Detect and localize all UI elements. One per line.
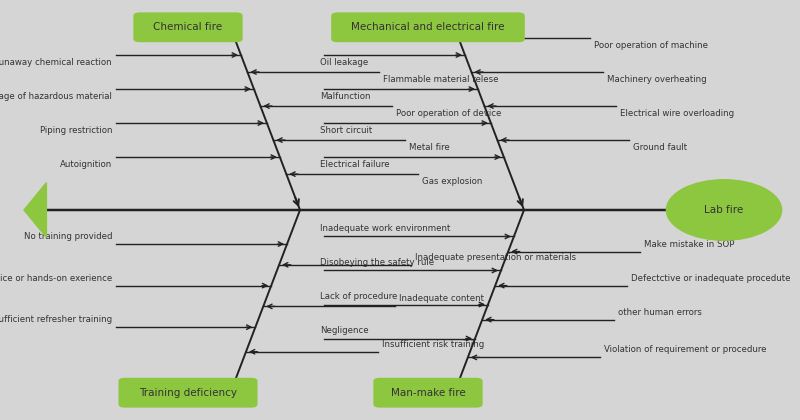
- Text: Metal fire: Metal fire: [410, 143, 450, 152]
- Text: Gas explosion: Gas explosion: [422, 177, 482, 186]
- Text: Lack of procedure: Lack of procedure: [320, 292, 398, 302]
- Text: Violation of requirement or procedure: Violation of requirement or procedure: [604, 345, 766, 354]
- Text: Make mistake in SOP: Make mistake in SOP: [644, 239, 734, 249]
- Text: No training provided: No training provided: [23, 232, 112, 241]
- Text: Inadequate work environment: Inadequate work environment: [320, 224, 450, 234]
- Text: Malfunction: Malfunction: [320, 92, 370, 101]
- Text: Electrical wire overloading: Electrical wire overloading: [620, 109, 734, 118]
- Text: Training deficiency: Training deficiency: [139, 388, 237, 398]
- Text: Machinery overheating: Machinery overheating: [607, 75, 707, 84]
- Text: Insufficient practice or hands-on exerience: Insufficient practice or hands-on exerie…: [0, 273, 112, 283]
- Text: Electrical failure: Electrical failure: [320, 160, 390, 169]
- Text: Defectctive or inadequate procedute: Defectctive or inadequate procedute: [631, 273, 790, 283]
- Text: Autoignition: Autoignition: [60, 160, 112, 169]
- Text: Inadequate presentation or materials: Inadequate presentation or materials: [415, 253, 576, 262]
- Text: Insufficient refresher training: Insufficient refresher training: [0, 315, 112, 324]
- Text: Ground fault: Ground fault: [634, 143, 687, 152]
- Text: Chemical fire: Chemical fire: [154, 22, 222, 32]
- Text: Runaway chemical reaction: Runaway chemical reaction: [0, 58, 112, 67]
- Polygon shape: [24, 183, 46, 237]
- Text: Piping restriction: Piping restriction: [39, 126, 112, 135]
- Text: Poor operation of device: Poor operation of device: [397, 109, 502, 118]
- Text: Lab fire: Lab fire: [704, 205, 744, 215]
- Text: Improper storage of hazardous material: Improper storage of hazardous material: [0, 92, 112, 101]
- Text: Oil leakage: Oil leakage: [320, 58, 368, 67]
- Text: Inadequate content: Inadequate content: [399, 294, 484, 303]
- Text: Short circuit: Short circuit: [320, 126, 372, 135]
- Text: Poor operation of machine: Poor operation of machine: [594, 41, 709, 50]
- FancyBboxPatch shape: [331, 12, 525, 42]
- Text: Flammable material relese: Flammable material relese: [383, 75, 499, 84]
- Text: Insufficient risk training: Insufficient risk training: [382, 340, 484, 349]
- FancyBboxPatch shape: [374, 378, 482, 407]
- Text: Man-make fire: Man-make fire: [390, 388, 466, 398]
- FancyBboxPatch shape: [118, 378, 258, 407]
- Text: Disobeying the safety rule: Disobeying the safety rule: [320, 258, 434, 268]
- Text: other human errors: other human errors: [618, 307, 702, 317]
- Circle shape: [666, 180, 782, 240]
- Text: Mechanical and electrical fire: Mechanical and electrical fire: [351, 22, 505, 32]
- Text: Negligence: Negligence: [320, 326, 369, 336]
- FancyBboxPatch shape: [134, 12, 242, 42]
